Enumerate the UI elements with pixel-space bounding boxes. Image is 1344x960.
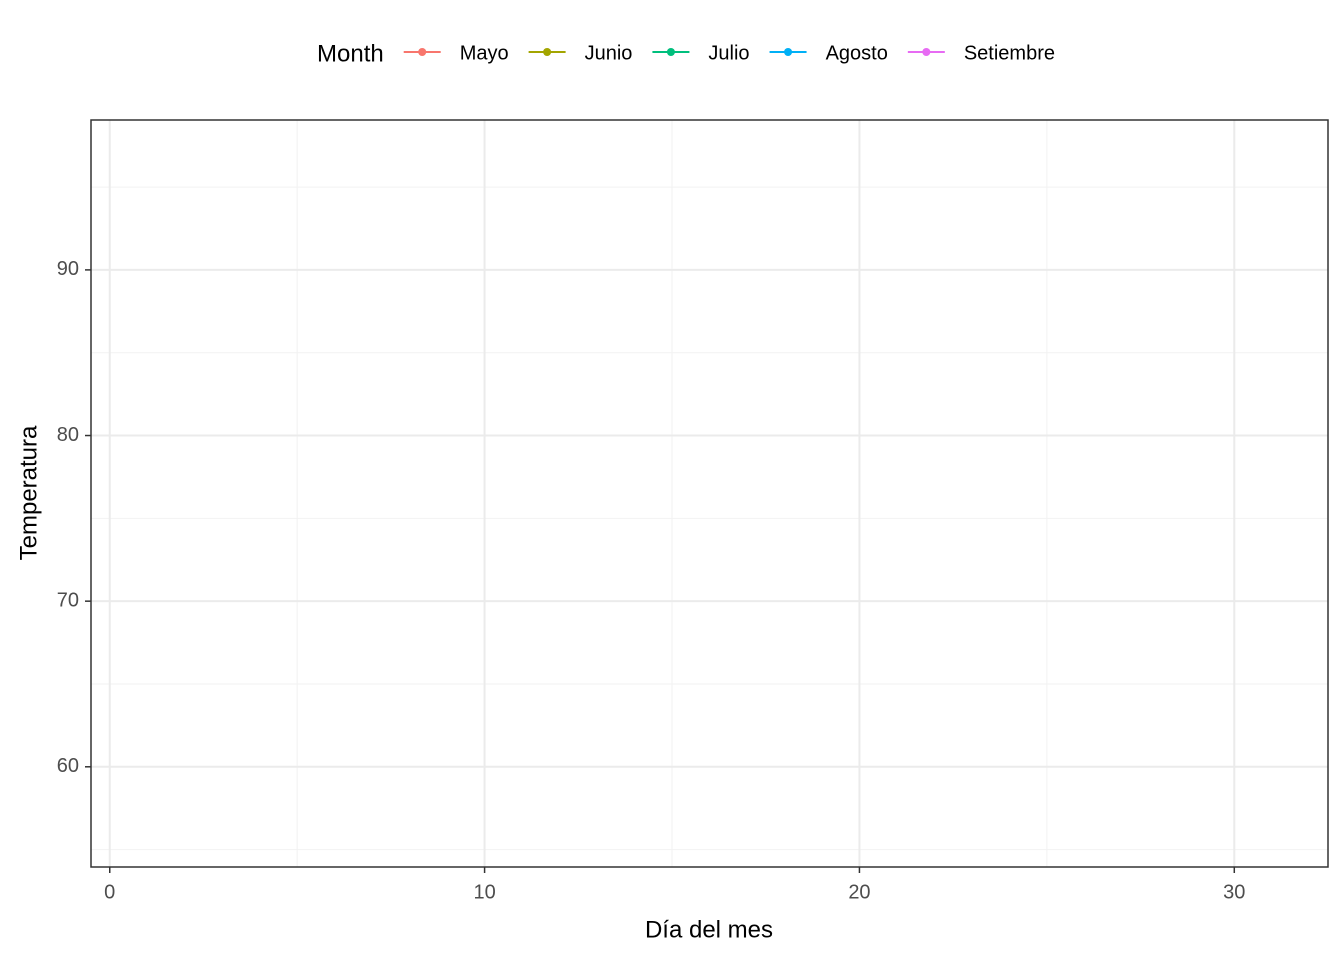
panel-border (90, 119, 1329, 868)
legend-key-point (543, 48, 552, 56)
x-tick-label: 10 (473, 881, 495, 903)
legend-title: Month (317, 40, 384, 67)
legend-key-point (922, 48, 931, 56)
legend-label: Junio (585, 42, 633, 64)
legend-key-point (666, 48, 675, 56)
y-tick-label: 60 (57, 755, 79, 777)
legend-key-point (784, 48, 793, 56)
x-tick-label: 0 (104, 881, 115, 903)
x-axis-title: Día del mes (645, 916, 773, 943)
y-tick-label: 70 (57, 589, 79, 611)
legend-key-point (418, 48, 427, 56)
legend-label: Mayo (460, 42, 509, 64)
y-tick-label: 80 (57, 424, 79, 446)
y-axis-title: Temperatura (15, 425, 42, 560)
x-tick-label: 30 (1223, 881, 1245, 903)
legend-label: Julio (708, 42, 749, 64)
legend-label: Setiembre (964, 42, 1055, 64)
x-tick-label: 20 (848, 881, 870, 903)
legend-label: Agosto (826, 42, 888, 64)
y-tick-label: 90 (57, 258, 79, 280)
